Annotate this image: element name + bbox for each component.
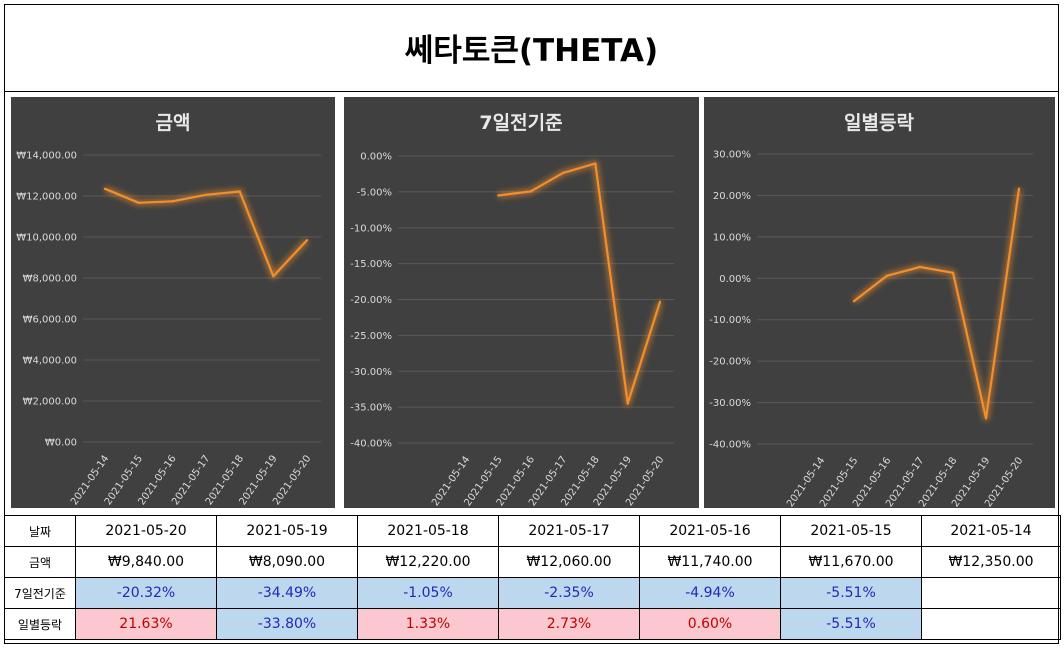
y-tick-label: 10.00% bbox=[713, 232, 751, 243]
table-row: 7일전기준 -20.32% -34.49% -1.05% -2.35% -4.94% -5.… bbox=[4, 577, 1061, 609]
y-tick-label: -40.00% bbox=[709, 440, 751, 451]
table-cell[interactable]: -4.94% bbox=[639, 577, 781, 609]
table-cell[interactable]: -2.35% bbox=[498, 577, 640, 609]
data-point bbox=[171, 200, 174, 203]
y-tick-label: ₩0.00 bbox=[45, 438, 77, 449]
data-point bbox=[984, 417, 988, 420]
table-cell[interactable]: -5.51% bbox=[780, 577, 922, 609]
data-point bbox=[951, 271, 955, 274]
y-tick-label: -35.00% bbox=[350, 403, 392, 414]
y-tick-label: ₩8,000.00 bbox=[23, 274, 77, 285]
row-label[interactable]: 금액 bbox=[4, 546, 76, 578]
table-cell[interactable]: 2021-05-18 bbox=[357, 515, 499, 547]
y-tick-label: ₩2,000.00 bbox=[23, 397, 77, 408]
data-point bbox=[594, 162, 597, 165]
y-tick-label: -5.00% bbox=[357, 187, 392, 198]
y-tick-label: 20.00% bbox=[713, 191, 751, 202]
y-tick-label: ₩10,000.00 bbox=[16, 233, 77, 244]
y-tick-label: ₩6,000.00 bbox=[23, 315, 77, 326]
y-tick-label: -30.00% bbox=[350, 367, 392, 378]
y-tick-label: ₩14,000.00 bbox=[16, 151, 77, 162]
table-cell[interactable]: 2021-05-15 bbox=[780, 515, 922, 547]
data-table: 날짜 2021-05-20 2021-05-19 2021-05-18 2021-05-… bbox=[4, 515, 1061, 640]
series-line-glow bbox=[852, 188, 1022, 422]
table-cell[interactable]: 2021-05-20 bbox=[75, 515, 217, 547]
table-row: 일별등락 21.63% -33.80% 1.33% 2.73% 0.60% -5.51% bbox=[4, 608, 1061, 640]
table-cell[interactable] bbox=[921, 608, 1061, 640]
table-cell[interactable]: 2.73% bbox=[498, 608, 640, 640]
table-cell[interactable]: ₩12,350.00 bbox=[921, 546, 1061, 578]
y-tick-label: 30.00% bbox=[713, 150, 751, 161]
table-cell[interactable] bbox=[921, 577, 1061, 609]
table-row: 금액 ₩9,840.00 ₩8,090.00 ₩12,220.00 ₩12,060.00… bbox=[4, 546, 1061, 578]
y-tick-label: -30.00% bbox=[709, 398, 751, 409]
chart-title: 일별등락 bbox=[844, 112, 914, 134]
sheet-frame bbox=[4, 4, 1059, 644]
table-cell[interactable]: 1.33% bbox=[357, 608, 499, 640]
table-cell[interactable]: ₩11,740.00 bbox=[639, 546, 781, 578]
table-cell[interactable]: 21.63% bbox=[75, 608, 217, 640]
table-cell[interactable]: ₩12,060.00 bbox=[498, 546, 640, 578]
table-cell[interactable]: ₩8,090.00 bbox=[216, 546, 358, 578]
chart-price-svg: 금액 ₩14,000.00 ₩12,000.00 ₩10,000.00 ₩8,000.0… bbox=[16, 112, 321, 507]
data-point bbox=[137, 201, 140, 204]
data-point bbox=[497, 194, 500, 197]
data-point bbox=[529, 190, 532, 193]
y-tick-label: -20.00% bbox=[350, 295, 392, 306]
table-cell[interactable]: 0.60% bbox=[639, 608, 781, 640]
y-tick-label: -15.00% bbox=[350, 259, 392, 270]
data-point bbox=[852, 299, 856, 303]
y-tick-label: -10.00% bbox=[350, 223, 392, 234]
y-tick-label: -25.00% bbox=[350, 331, 392, 342]
table-cell[interactable]: -34.49% bbox=[216, 577, 358, 609]
table-cell[interactable]: ₩12,220.00 bbox=[357, 546, 499, 578]
table-cell[interactable]: -5.51% bbox=[780, 608, 922, 640]
table-cell[interactable]: -33.80% bbox=[216, 608, 358, 640]
table-cell[interactable]: -1.05% bbox=[357, 577, 499, 609]
y-tick-label: 0.00% bbox=[719, 274, 751, 285]
data-point bbox=[238, 190, 241, 193]
table-cell[interactable]: 2021-05-19 bbox=[216, 515, 358, 547]
table-cell[interactable]: ₩9,840.00 bbox=[75, 546, 217, 578]
chart-seven-day[interactable]: 7일전기준 0.00% -5.00% -10.00% -15.00% -20.00% -25… bbox=[344, 97, 699, 508]
table-cell[interactable]: -20.32% bbox=[75, 577, 217, 609]
y-tick-label: -40.00% bbox=[350, 439, 392, 450]
data-point bbox=[305, 239, 309, 242]
table-row: 날짜 2021-05-20 2021-05-19 2021-05-18 2021-05-… bbox=[4, 515, 1061, 547]
chart-title: 7일전기준 bbox=[479, 112, 562, 134]
series-line bbox=[853, 188, 1021, 420]
row-label[interactable]: 날짜 bbox=[4, 515, 76, 547]
y-tick-label: -20.00% bbox=[709, 357, 751, 368]
series-line bbox=[104, 187, 308, 278]
data-point bbox=[626, 402, 629, 405]
y-tick-label: -10.00% bbox=[709, 315, 751, 326]
y-tick-label: 0.00% bbox=[360, 152, 392, 163]
chart-title: 금액 bbox=[156, 112, 191, 134]
data-point bbox=[204, 193, 208, 196]
series-line-glow bbox=[497, 160, 663, 407]
data-point bbox=[885, 274, 889, 277]
row-label[interactable]: 일별등락 bbox=[4, 608, 76, 640]
table-cell[interactable]: 2021-05-17 bbox=[498, 515, 640, 547]
table-cell[interactable]: 2021-05-14 bbox=[921, 515, 1061, 547]
chart-seven-day-svg: 7일전기준 0.00% -5.00% -10.00% -15.00% -20.00% -25… bbox=[350, 112, 674, 508]
chart-daily[interactable]: 일별등락 30.00% 20.00% 10.00% 0.00% -10.00% -20.00… bbox=[704, 97, 1055, 508]
table-cell[interactable]: ₩11,670.00 bbox=[780, 546, 922, 578]
table-cell[interactable]: 2021-05-16 bbox=[639, 515, 781, 547]
y-tick-label: ₩12,000.00 bbox=[16, 192, 77, 203]
row-label[interactable]: 7일전기준 bbox=[4, 577, 76, 609]
data-point bbox=[658, 300, 662, 303]
data-point bbox=[561, 171, 565, 175]
y-tick-label: ₩4,000.00 bbox=[23, 356, 77, 367]
data-point bbox=[1017, 187, 1021, 190]
series-line bbox=[498, 162, 662, 405]
chart-price[interactable]: 금액 ₩14,000.00 ₩12,000.00 ₩10,000.00 ₩8,000.0… bbox=[11, 97, 335, 508]
data-point bbox=[272, 274, 275, 278]
data-point bbox=[918, 265, 922, 269]
data-point bbox=[103, 187, 107, 191]
page-title: 쎄타토큰(THETA) bbox=[4, 4, 1059, 92]
chart-daily-svg: 일별등락 30.00% 20.00% 10.00% 0.00% -10.00% -20.00… bbox=[709, 112, 1033, 508]
